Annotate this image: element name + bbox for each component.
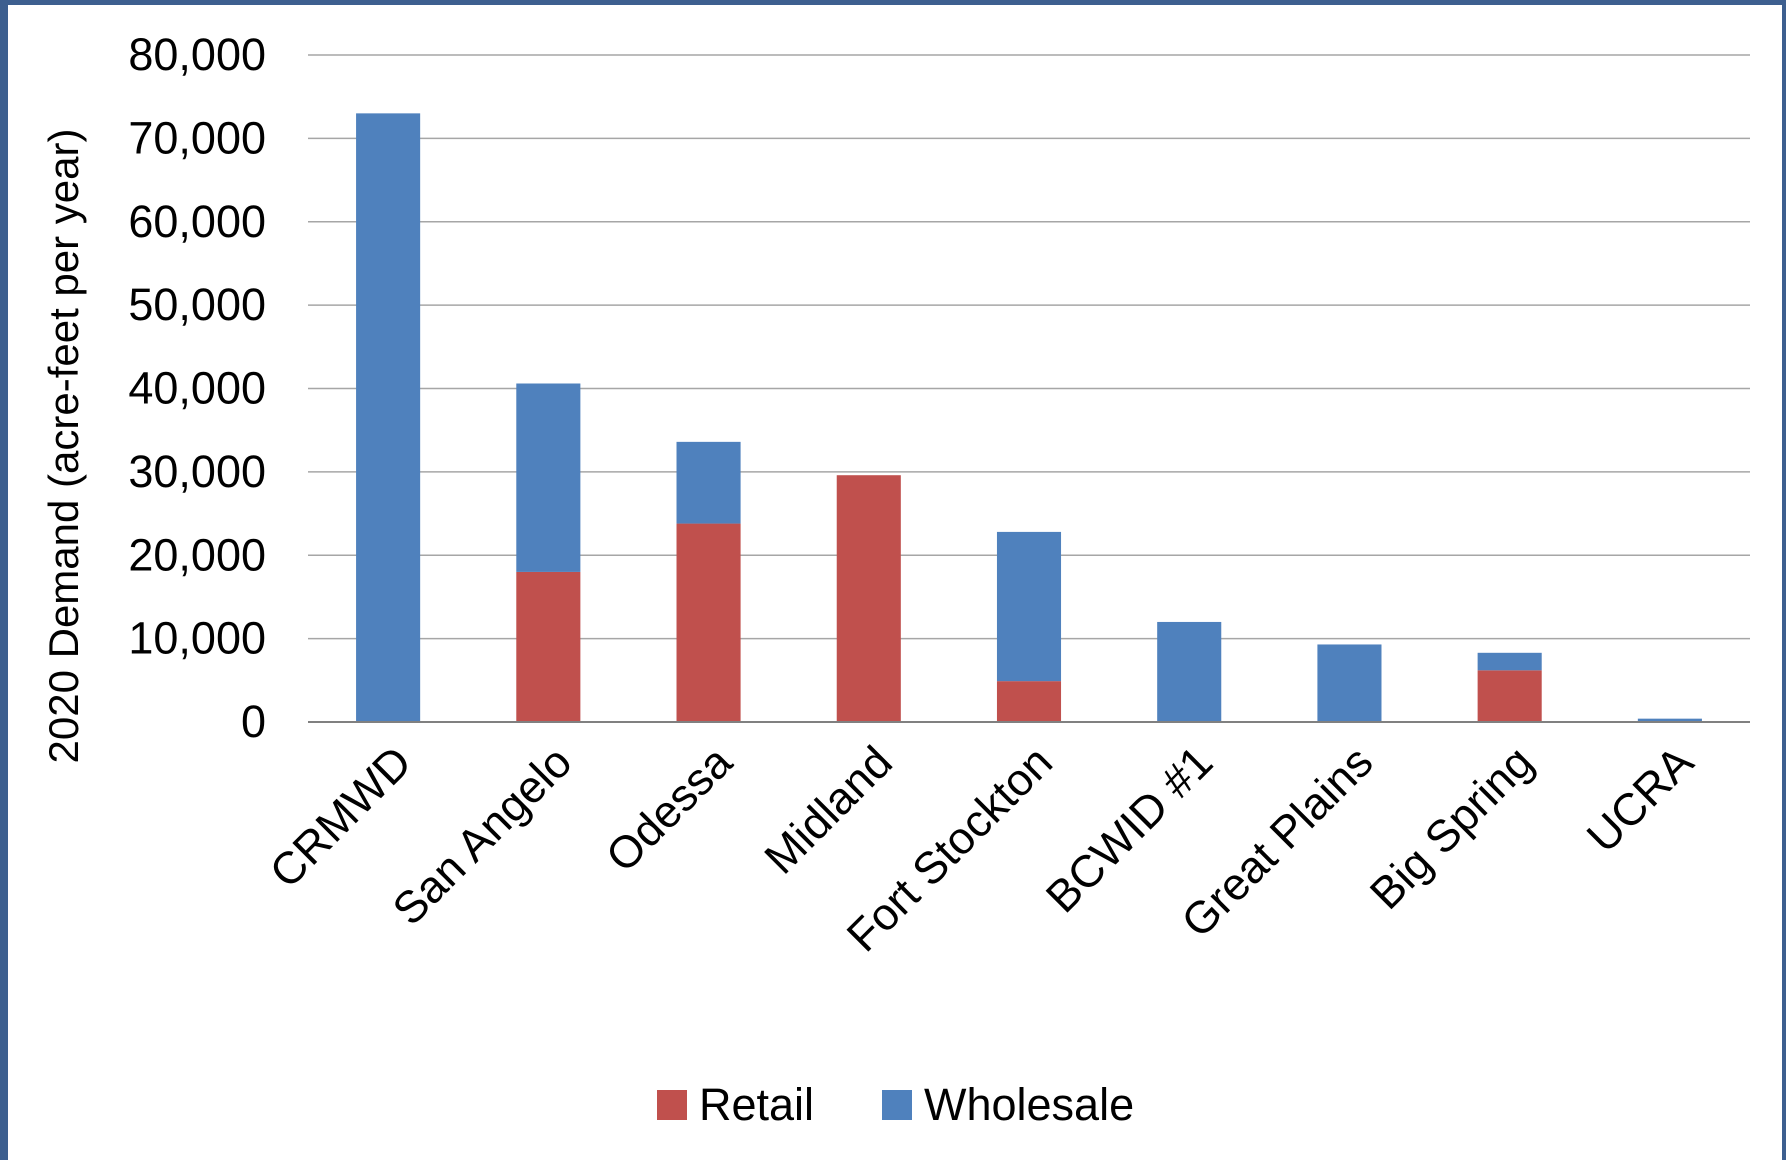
x-category-label: Midland <box>754 736 901 883</box>
stacked-bar-chart: 0 10,000 20,000 30,000 40,000 50,000 60,000 70,… <box>40 29 1750 1130</box>
y-tick-label: 70,000 <box>128 112 266 163</box>
x-category-label: Big Spring <box>1360 736 1543 919</box>
bar-retail-san-angelo <box>516 571 581 722</box>
y-tick-label: 60,000 <box>128 196 266 247</box>
legend: Retail Wholesale <box>657 1079 1134 1130</box>
bar-wholesale-great-plains <box>1317 644 1382 722</box>
x-category-label: UCRA <box>1577 736 1703 862</box>
legend-label-wholesale: Wholesale <box>924 1079 1134 1130</box>
bar-wholesale-ucra <box>1637 718 1702 722</box>
y-tick-labels: 0 10,000 20,000 30,000 40,000 50,000 60,000 70,… <box>128 29 266 747</box>
y-tick-label: 20,000 <box>128 529 266 580</box>
y-tick-label: 30,000 <box>128 446 266 497</box>
bar-wholesale-fort-stockton <box>996 531 1062 682</box>
bar-retail-midland <box>836 475 901 722</box>
bar-retail-big-spring <box>1477 670 1542 722</box>
legend-swatch-wholesale <box>882 1090 912 1120</box>
legend-label-retail: Retail <box>699 1079 814 1130</box>
bar-retail-fort-stockton <box>996 681 1062 722</box>
x-category-label: CRMWD <box>260 736 422 898</box>
y-tick-label: 40,000 <box>128 363 266 414</box>
bar-wholesale-san-angelo <box>516 383 581 572</box>
y-axis-title: 2020 Demand (acre-feet per year) <box>40 129 87 764</box>
bar-wholesale-big-spring <box>1477 652 1542 671</box>
y-tick-label: 10,000 <box>128 613 266 664</box>
bars <box>356 113 1702 723</box>
bar-wholesale-bcwid-1 <box>1157 621 1222 722</box>
y-tick-label: 80,000 <box>128 29 266 80</box>
legend-swatch-retail <box>657 1090 687 1120</box>
bar-retail-odessa <box>676 523 741 722</box>
y-tick-label: 50,000 <box>128 279 266 330</box>
x-category-label: Odessa <box>596 735 742 881</box>
bar-wholesale-crmwd <box>356 113 421 723</box>
y-tick-label: 0 <box>241 696 266 747</box>
bar-wholesale-odessa <box>676 441 741 524</box>
